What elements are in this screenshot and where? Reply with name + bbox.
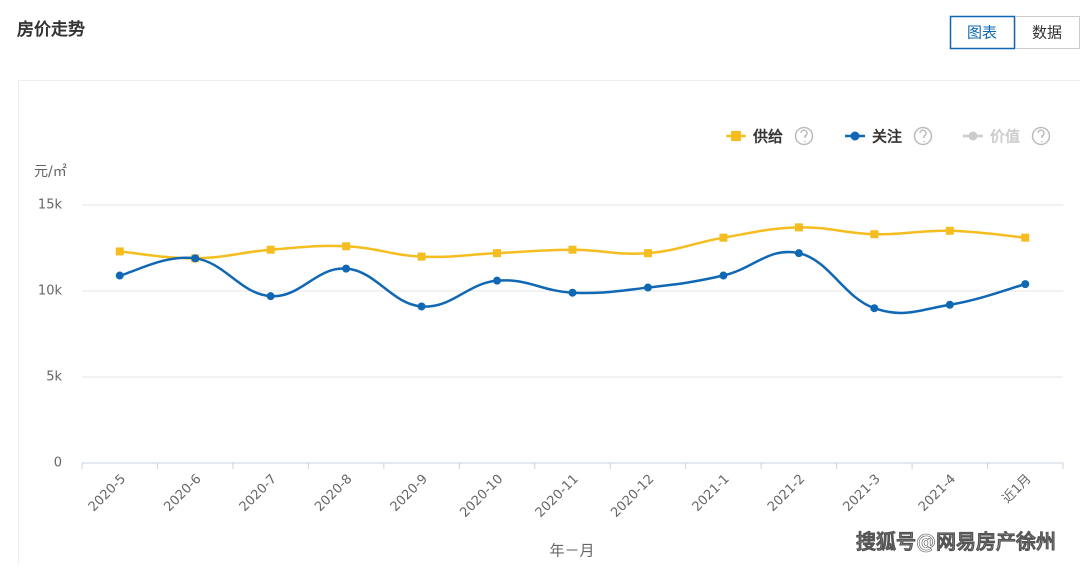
point [795, 249, 803, 257]
point [493, 249, 501, 257]
point [418, 302, 426, 310]
legend-label[interactable]: 关注 [872, 128, 902, 146]
x-tick-label: 2021-2 [765, 472, 808, 515]
y-tick-label: 5k [46, 370, 62, 385]
series-line [120, 252, 1026, 313]
x-tick-label: 2020-10 [457, 472, 506, 521]
y-tick-label: 15k [38, 198, 63, 213]
point [116, 272, 124, 280]
watermark: 搜狐号@网易房产徐州 [856, 530, 1056, 554]
x-tick-label: 近1月 [1000, 472, 1035, 507]
point [342, 265, 350, 273]
legend-marker [969, 132, 978, 141]
point [493, 277, 501, 285]
x-tick-label: 2020-9 [388, 472, 431, 515]
point [870, 304, 878, 312]
point [267, 246, 275, 254]
point [418, 253, 426, 261]
y-tick-label: 10k [38, 284, 63, 299]
legend-label[interactable]: 价值 [990, 128, 1020, 146]
help-glyph [801, 130, 807, 142]
x-tick-label: 2021-4 [916, 472, 959, 515]
point [946, 301, 954, 309]
x-tick-label: 2021-1 [690, 472, 733, 515]
plot: 0 5k 10k 15k 2020-5 2020-6 2020-7 2020-8 2020-9 2… [38, 128, 1063, 521]
chart-button-label: 图表 [967, 24, 997, 42]
y-axis-label: 元/㎡ [34, 164, 67, 180]
point [795, 223, 803, 231]
point [644, 284, 652, 292]
x-tick-label: 2020-7 [237, 472, 280, 515]
point [569, 289, 577, 297]
help-glyph [1038, 130, 1044, 142]
y-tick-label: 0 [54, 456, 62, 471]
point [719, 272, 727, 280]
legend-label[interactable]: 供给 [752, 128, 783, 146]
point [870, 230, 878, 238]
point [946, 227, 954, 235]
data-button-label: 数据 [1032, 24, 1062, 42]
legend-marker [731, 131, 741, 141]
point [116, 247, 124, 255]
point [644, 249, 652, 257]
page-title: 房价走势 [17, 19, 85, 40]
x-axis-label: 年－月 [549, 542, 594, 560]
point [191, 254, 199, 262]
x-tick-label: 2020-8 [312, 472, 355, 515]
point [1021, 234, 1029, 242]
point [719, 234, 727, 242]
x-tick-label: 2020-11 [533, 472, 582, 521]
legend-marker [851, 132, 860, 141]
x-tick-label: 2021-3 [840, 472, 883, 515]
point [267, 292, 275, 300]
x-tick-label: 2020-12 [608, 472, 657, 521]
point [1021, 280, 1029, 288]
point [342, 242, 350, 250]
point [569, 246, 577, 254]
help-glyph [920, 130, 926, 142]
x-tick-label: 2020-6 [161, 472, 204, 515]
x-tick-label: 2020-5 [86, 472, 129, 515]
